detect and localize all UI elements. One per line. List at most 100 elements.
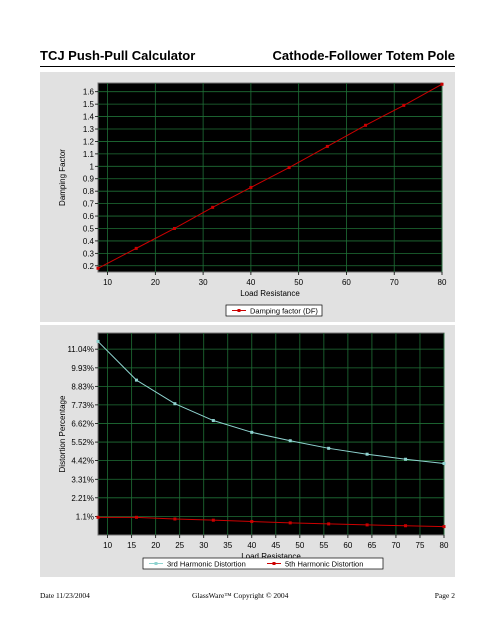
x-tick-label: 10 bbox=[103, 278, 112, 287]
data-point bbox=[173, 402, 177, 406]
x-tick-label: 60 bbox=[342, 278, 351, 287]
data-point bbox=[404, 524, 408, 528]
data-point bbox=[134, 378, 138, 382]
y-tick-label: 1.5 bbox=[83, 100, 95, 109]
page-title-right: Cathode-Follower Totem Pole bbox=[272, 48, 456, 63]
plot-area bbox=[97, 332, 445, 536]
series-line bbox=[98, 516, 445, 528]
x-tick-label: 50 bbox=[294, 278, 303, 287]
x-tick-label: 30 bbox=[199, 541, 208, 550]
data-point bbox=[250, 430, 254, 434]
x-tick-label: 40 bbox=[247, 541, 256, 550]
data-point bbox=[365, 523, 369, 527]
legend-entry-label: 5th Harmonic Distortion bbox=[285, 560, 363, 569]
data-point bbox=[404, 457, 408, 461]
data-point bbox=[172, 226, 176, 230]
y-tick-label: 1.2 bbox=[83, 137, 95, 146]
data-point bbox=[442, 525, 446, 529]
x-tick-label: 30 bbox=[199, 278, 208, 287]
series-line bbox=[97, 83, 443, 269]
data-point bbox=[327, 446, 331, 450]
y-tick-label: 8.83% bbox=[71, 382, 94, 391]
data-point bbox=[327, 522, 331, 526]
y-tick-label: 0.2 bbox=[83, 262, 95, 271]
legend-box bbox=[142, 557, 384, 570]
legend-marker bbox=[272, 562, 276, 565]
y-tick-label: 0.9 bbox=[83, 175, 95, 184]
data-point bbox=[249, 185, 253, 189]
distortion-chart-panel: 10 15 20 25 30 35 40 45 50 55 60 65 70 75 80 1.1% 2.21% 3… bbox=[40, 325, 455, 577]
x-axis-label: Load Resistance bbox=[240, 289, 300, 298]
x-tick-label: 20 bbox=[151, 541, 160, 550]
y-axis-label: Damping Factor bbox=[58, 149, 67, 206]
series-line bbox=[97, 341, 445, 464]
data-point bbox=[96, 266, 100, 270]
damping-chart-panel: 10 20 30 40 50 60 70 80 0.2 0.3 0.4 0.5 0.6 0.7 0.8 0.9… bbox=[40, 72, 455, 322]
data-point bbox=[287, 166, 291, 170]
y-tick-label: 7.73% bbox=[71, 401, 94, 410]
y-tick-label: 11.04% bbox=[67, 345, 94, 354]
footer-copyright: GlassWare™ Copyright © 2004 bbox=[192, 591, 289, 600]
y-tick-label: 0.3 bbox=[83, 249, 95, 258]
x-tick-label: 55 bbox=[319, 541, 328, 550]
page-title-left: TCJ Push-Pull Calculator bbox=[40, 48, 196, 63]
footer-date: Date 11/23/2004 bbox=[40, 591, 90, 600]
x-tick-label: 70 bbox=[391, 541, 400, 550]
data-point bbox=[402, 103, 406, 107]
data-point bbox=[440, 82, 444, 86]
y-tick-label: 1 bbox=[90, 162, 95, 171]
y-tick-label: 9.93% bbox=[71, 364, 94, 373]
data-point bbox=[211, 205, 215, 209]
y-tick-label: 1.3 bbox=[83, 125, 95, 134]
x-tick-label: 15 bbox=[127, 541, 136, 550]
data-point bbox=[134, 515, 138, 519]
x-tick-label: 80 bbox=[440, 541, 449, 550]
data-point bbox=[442, 461, 446, 465]
legend-entry-label: 3rd Harmonic Distortion bbox=[167, 560, 246, 569]
x-tick-label: 65 bbox=[367, 541, 376, 550]
x-tick-label: 80 bbox=[438, 278, 447, 287]
y-tick-label: 5.52% bbox=[71, 438, 94, 447]
data-point bbox=[96, 515, 100, 519]
damping-factor-chart: 10 20 30 40 50 60 70 80 0.2 0.3 0.4 0.5 0.6 0.7 0.8 0.9… bbox=[58, 82, 447, 317]
x-axis-label: Load Resistance bbox=[241, 552, 301, 561]
y-axis-label: Distortion Percentage bbox=[58, 395, 67, 472]
y-tick-label: 0.7 bbox=[83, 200, 95, 209]
distortion-chart: 10 15 20 25 30 35 40 45 50 55 60 65 70 75 80 1.1% 2.21% 3… bbox=[58, 332, 449, 570]
x-tick-label: 50 bbox=[295, 541, 304, 550]
data-point bbox=[211, 518, 215, 522]
legend-marker bbox=[237, 309, 241, 312]
x-tick-label: 25 bbox=[175, 541, 184, 550]
y-tick-label: 1.1% bbox=[76, 512, 94, 521]
x-tick-label: 20 bbox=[151, 278, 160, 287]
data-point bbox=[364, 123, 368, 127]
x-tick-label: 40 bbox=[246, 278, 255, 287]
x-tick-label: 75 bbox=[416, 541, 425, 550]
legend-entry-label: Damping factor (DF) bbox=[250, 307, 318, 316]
x-tick-label: 35 bbox=[223, 541, 232, 550]
y-tick-label: 3.31% bbox=[71, 475, 94, 484]
y-tick-label: 0.6 bbox=[83, 212, 95, 221]
legend-marker bbox=[154, 562, 158, 565]
data-point bbox=[96, 339, 100, 343]
x-tick-label: 60 bbox=[343, 541, 352, 550]
y-tick-label: 4.42% bbox=[71, 457, 94, 466]
data-point bbox=[173, 517, 177, 521]
legend-box bbox=[225, 304, 323, 317]
y-tick-label: 1.4 bbox=[83, 113, 95, 122]
y-tick-label: 2.21% bbox=[71, 494, 94, 503]
y-tick-label: 1.1 bbox=[83, 150, 95, 159]
data-point bbox=[365, 452, 369, 456]
data-point bbox=[250, 520, 254, 524]
x-tick-label: 70 bbox=[390, 278, 399, 287]
data-point bbox=[288, 439, 292, 443]
x-tick-label: 45 bbox=[271, 541, 280, 550]
y-tick-label: 0.4 bbox=[83, 237, 95, 246]
y-tick-label: 6.62% bbox=[71, 420, 94, 429]
data-point bbox=[134, 246, 138, 250]
y-tick-label: 1.6 bbox=[83, 88, 95, 97]
footer-page-number: Page 2 bbox=[434, 591, 455, 600]
y-tick-label: 0.5 bbox=[83, 224, 95, 233]
page-header: TCJ Push-Pull Calculator Cathode-Followe… bbox=[40, 48, 455, 68]
data-point bbox=[325, 144, 329, 148]
